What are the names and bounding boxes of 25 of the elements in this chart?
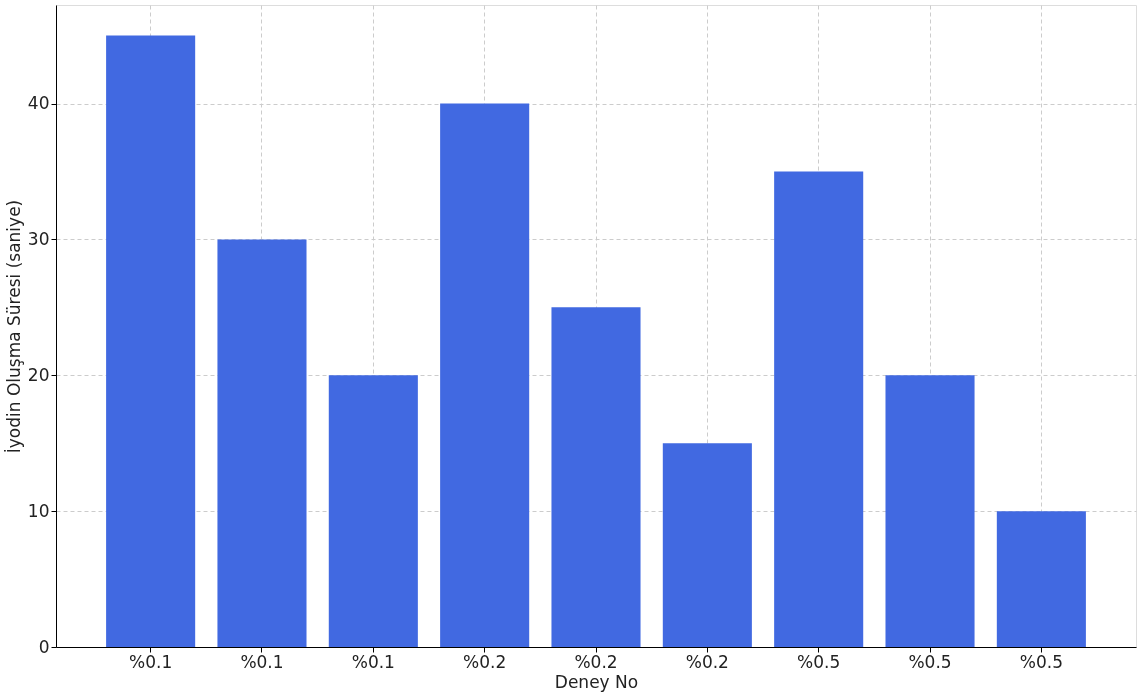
x-axis-title: Deney No bbox=[554, 671, 639, 692]
bar bbox=[996, 511, 1086, 647]
y-tick-label: 0 bbox=[38, 636, 50, 657]
bar bbox=[328, 375, 418, 647]
bar bbox=[774, 171, 864, 647]
x-tick-label: %0.5 bbox=[908, 651, 952, 672]
bar bbox=[662, 443, 752, 647]
bar bbox=[217, 239, 307, 647]
y-tick-label: 20 bbox=[27, 364, 50, 385]
y-tick-label: 10 bbox=[27, 500, 50, 521]
bar bbox=[551, 307, 641, 647]
y-tick-label: 40 bbox=[27, 93, 50, 114]
x-tick-label: %0.1 bbox=[240, 651, 284, 672]
x-tick-label: %0.2 bbox=[574, 651, 618, 672]
bar bbox=[106, 35, 196, 647]
x-tick-label: %0.5 bbox=[797, 651, 841, 672]
y-axis-title: İyodin Oluşma Süresi (saniye) bbox=[3, 199, 24, 454]
y-tick-label: 30 bbox=[27, 228, 50, 249]
x-tick-label: %0.1 bbox=[351, 651, 395, 672]
bar bbox=[885, 375, 975, 647]
bar bbox=[440, 103, 530, 647]
x-tick-label: %0.2 bbox=[685, 651, 729, 672]
x-tick-label: %0.1 bbox=[129, 651, 173, 672]
x-tick-label: %0.2 bbox=[463, 651, 507, 672]
x-tick-label: %0.5 bbox=[1019, 651, 1063, 672]
